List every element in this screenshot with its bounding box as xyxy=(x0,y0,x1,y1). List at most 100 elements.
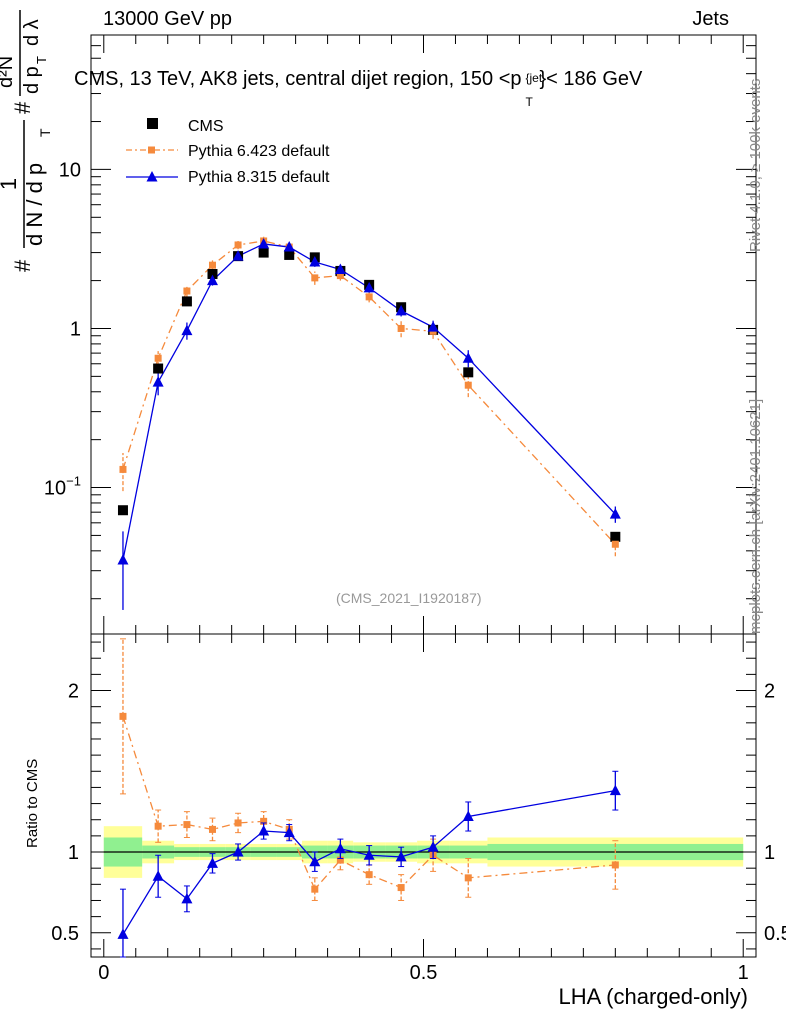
pythia8-point xyxy=(152,376,164,387)
ratio-pythia6-point xyxy=(260,817,268,825)
cms-data-point xyxy=(284,249,295,260)
ratio-pythia6-point xyxy=(365,871,373,879)
mcplots-label: mcplots.cern.ch [arXiv:2401.10621] xyxy=(747,398,764,634)
cms-data-point xyxy=(181,296,192,307)
ratio-pythia8-point xyxy=(117,928,129,939)
legend-pythia8-marker xyxy=(146,171,158,182)
pythia8-point xyxy=(395,304,407,316)
ylabel-hash: # xyxy=(10,259,35,272)
header-left: 13000 GeV pp xyxy=(103,8,232,30)
ratio-pythia6-point xyxy=(311,885,319,893)
legend-pythia8-label: Pythia 8.315 default xyxy=(188,169,330,186)
ratio-pythia6-point xyxy=(234,819,242,827)
pythia6-point xyxy=(311,274,319,282)
main-y-tick-label: 10−1 xyxy=(44,474,81,500)
legend-cms-label: CMS xyxy=(188,118,224,135)
pythia8-point xyxy=(462,352,474,363)
x-tick-label: 0 xyxy=(98,962,109,984)
main-y-tick-label: 10 xyxy=(59,159,81,181)
ylabel-T: T xyxy=(37,128,53,137)
ratio-y-tick-label: 2 xyxy=(68,681,79,703)
pythia8-point xyxy=(181,324,193,336)
ratio-y-tick-label-right: 1 xyxy=(764,842,775,864)
ratio-pythia8-point xyxy=(283,826,295,838)
ratio-pythia6-point xyxy=(119,712,127,720)
ylabel-hash2: # xyxy=(10,101,35,114)
main-series-line-pythia6 xyxy=(122,240,616,545)
ylabel-d2N: d²N xyxy=(0,56,17,88)
plot-title-main: CMS, 13 TeV, AK8 jets, central dijet reg… xyxy=(74,68,522,90)
analysis-watermark: (CMS_2021_I1920187) xyxy=(336,590,482,606)
ratio-y-tick-label-right: 0.5 xyxy=(764,923,786,945)
ratio-pythia8-point xyxy=(609,784,621,796)
pythia6-point xyxy=(183,287,191,295)
rivet-label: Rivet 4.1.0, ≥ 100k events xyxy=(747,78,764,252)
cms-data-point xyxy=(117,505,128,516)
pythia6-point xyxy=(611,540,619,548)
header-right: Jets xyxy=(692,8,729,30)
plot-title-sup: {jet xyxy=(525,71,543,85)
ratio-y-tick-label-right: 2 xyxy=(764,681,775,703)
ratio-pythia8-point xyxy=(258,825,270,836)
pythia8-point xyxy=(258,237,270,249)
ratio-pythia6-point xyxy=(154,822,162,830)
plot-title-sub: T xyxy=(525,95,533,109)
ratio-plot: 0.5 0.5 1 1 2 2 0 0.5 1 xyxy=(51,633,786,984)
main-y-tick-label: 1 xyxy=(70,318,81,340)
pythia6-point xyxy=(365,293,373,301)
ratio-pythia8-point xyxy=(206,857,218,868)
ratio-pythia8-point xyxy=(334,842,346,854)
ylabel-T2: T xyxy=(34,56,49,64)
pythia8-point xyxy=(309,255,321,267)
ratio-pythia8-point xyxy=(462,810,474,821)
ylabel-dpt: d p xyxy=(21,66,43,94)
pythia8-point xyxy=(609,508,621,519)
pythia6-point xyxy=(336,272,344,280)
pythia8-point xyxy=(232,250,244,261)
pythia8-point xyxy=(363,281,375,293)
legend-pythia6-label: Pythia 6.423 default xyxy=(188,143,330,160)
plot-title: CMS, 13 TeV, AK8 jets, central dijet reg… xyxy=(74,68,643,109)
pythia6-point xyxy=(208,261,216,269)
ratio-pythia6-point xyxy=(336,856,344,864)
ylabel-dN: d N / d p xyxy=(22,163,47,246)
ratio-pythia8-point xyxy=(363,849,375,860)
ratio-pythia8-point xyxy=(181,892,193,904)
legend-cms-marker xyxy=(147,118,158,129)
x-tick-label: 1 xyxy=(738,962,749,984)
pythia8-point xyxy=(206,274,218,286)
legend-pythia6-marker xyxy=(148,146,155,154)
x-tick-label: 0.5 xyxy=(410,962,438,984)
plot-title-end: }< 186 GeV xyxy=(539,68,643,90)
ratio-y-tick-label: 1 xyxy=(68,842,79,864)
ratio-pythia6-point xyxy=(183,821,191,829)
cms-data-point xyxy=(207,269,218,280)
cms-data-point xyxy=(153,363,164,374)
ratio-pythia8-point xyxy=(232,846,244,857)
ratio-pythia6-point xyxy=(464,874,472,882)
pythia6-point xyxy=(464,381,472,389)
x-axis-label: LHA (charged-only) xyxy=(558,984,748,1009)
pythia8-point xyxy=(427,321,439,332)
ylabel-one: 1 xyxy=(0,178,21,190)
ratio-pythia6-point xyxy=(208,825,216,833)
ratio-y-axis-label: Ratio to CMS xyxy=(24,758,41,848)
main-series-line-pythia8 xyxy=(122,243,616,561)
pythia8-point xyxy=(334,263,346,274)
ratio-pythia8-point xyxy=(395,850,407,862)
ratio-pythia8-point xyxy=(152,870,164,881)
ratio-pythia8-point xyxy=(427,841,439,852)
main-plot: 10−1 1 10 CMS Pythia 6.423 default Pythia 8.3… xyxy=(0,10,757,635)
ratio-plot-frame xyxy=(90,633,757,958)
pythia8-point xyxy=(117,554,129,565)
ratio-pythia6-point xyxy=(611,861,619,869)
pythia8-point xyxy=(283,241,295,252)
pythia6-point xyxy=(234,241,242,249)
cms-data-point xyxy=(463,367,474,378)
cms-data-point xyxy=(610,531,621,542)
ratio-series-line-pythia6 xyxy=(122,716,616,891)
cms-data-point xyxy=(258,247,269,258)
ratio-pythia8-point xyxy=(309,855,321,867)
